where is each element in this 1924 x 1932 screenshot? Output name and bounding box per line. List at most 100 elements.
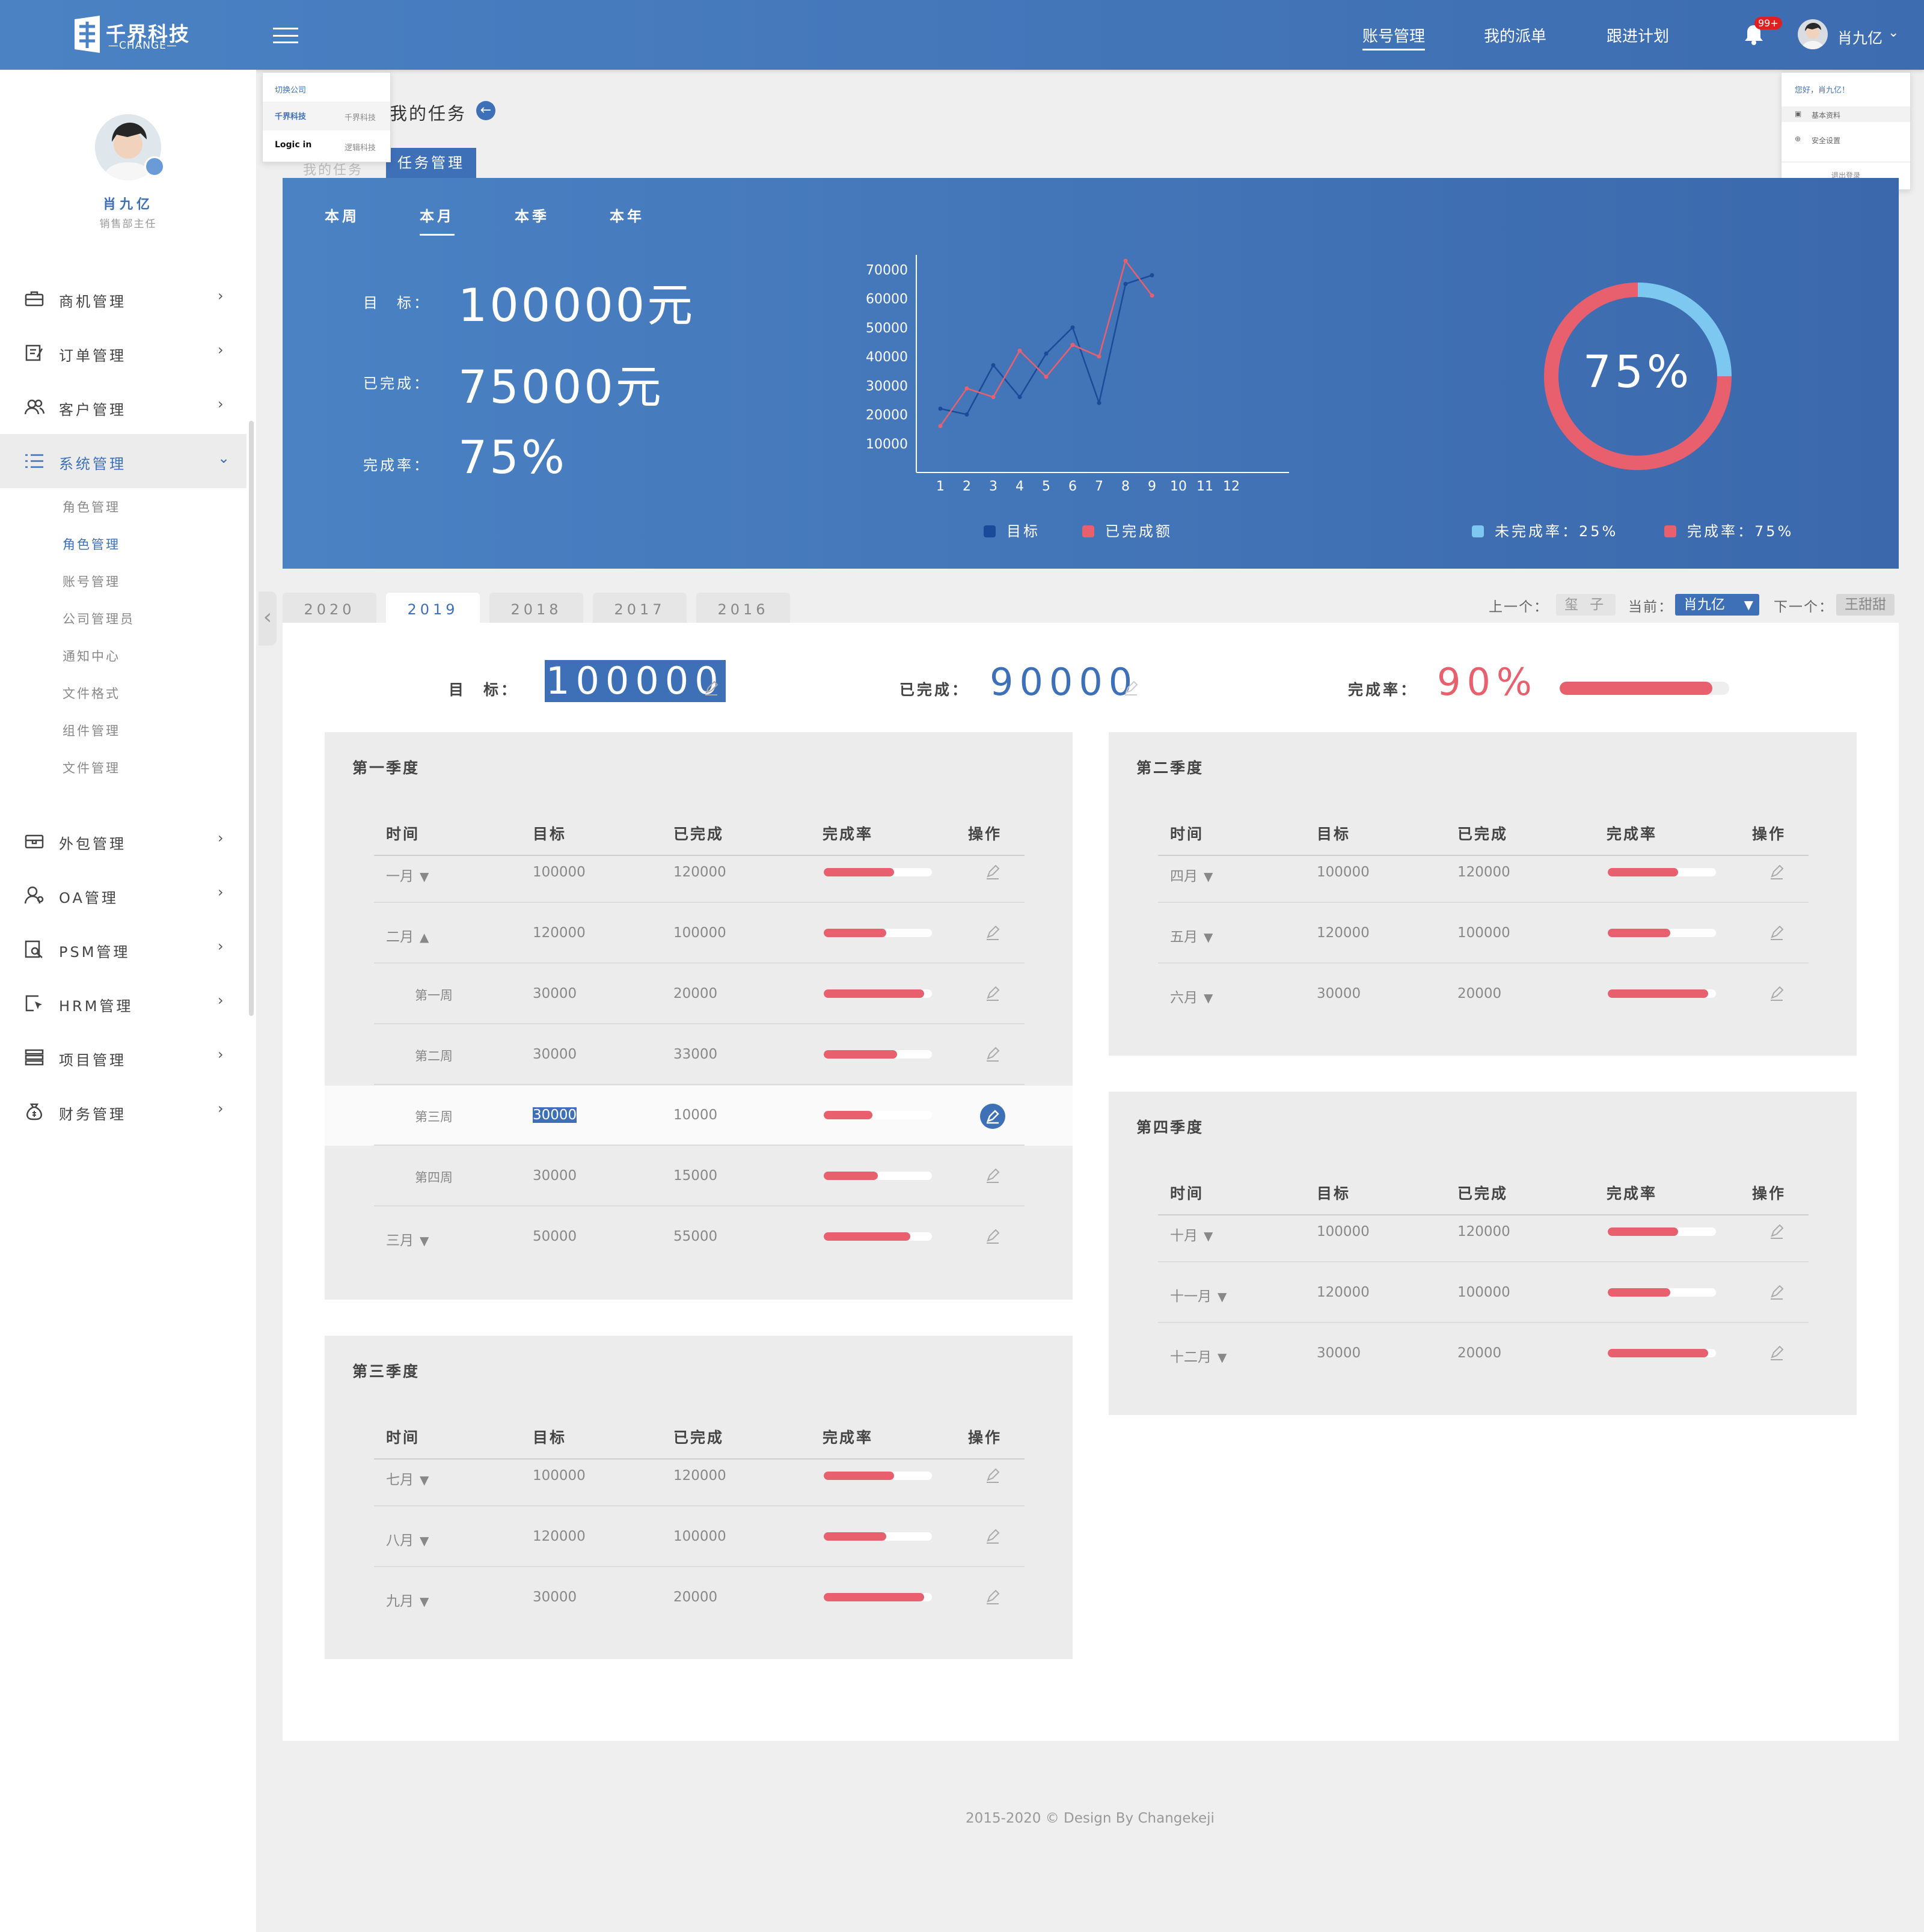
current-person-select[interactable]: 肖九亿 ▼ (1675, 594, 1759, 616)
nav-dispatch[interactable]: 我的派单 (1484, 28, 1547, 46)
table-row[interactable]: 第二周 30000 33000 (325, 1025, 1073, 1085)
expand-arrow-icon[interactable]: ▼ (1204, 869, 1213, 884)
table-row[interactable]: 七月 ▼ 100000 120000 (325, 1446, 1073, 1506)
edit-pencil-icon[interactable] (1769, 1224, 1785, 1240)
company-item[interactable]: 千界科技 千界科技 (263, 102, 390, 130)
period-tab-quarter[interactable]: 本季 (515, 208, 550, 225)
submenu-item[interactable]: 组件管理 (63, 724, 120, 738)
submenu-item[interactable]: 角色管理 (63, 500, 120, 515)
edit-pencil-icon[interactable] (985, 1468, 1000, 1484)
nav-account[interactable]: 账号管理 (1362, 24, 1426, 50)
expand-arrow-icon[interactable]: ▼ (420, 1533, 429, 1548)
table-row[interactable]: 三月 ▼ 50000 55000 (325, 1207, 1073, 1267)
tab-task-management[interactable]: 任务管理 (386, 148, 476, 178)
sidebar-item-system[interactable]: 系统管理 ⌄ (0, 434, 247, 488)
expand-arrow-icon[interactable]: ▼ (420, 869, 429, 884)
table-row[interactable]: 十二月 ▼ 30000 20000 (1109, 1324, 1857, 1384)
edit-pencil-icon[interactable] (985, 986, 1000, 1001)
submenu-item[interactable]: 文件管理 (63, 761, 120, 775)
next-person-button[interactable]: 王甜甜 (1836, 594, 1895, 616)
edit-pencil-icon[interactable] (985, 1229, 1000, 1244)
logout-button[interactable]: 退出登录 (1831, 171, 1860, 180)
table-row[interactable]: 十一月 ▼ 120000 100000 (1109, 1263, 1857, 1323)
cell-target[interactable]: 30000 (533, 1107, 577, 1123)
sidebar-item-finance[interactable]: 财务管理 › (0, 1084, 247, 1139)
edit-pencil-icon[interactable] (1769, 986, 1785, 1001)
table-row[interactable]: 四月 ▼ 100000 120000 (1109, 843, 1857, 903)
expand-arrow-icon[interactable]: ▼ (1204, 991, 1213, 1005)
table-row[interactable]: 六月 ▼ 30000 20000 (1109, 964, 1857, 1024)
edit-pencil-icon[interactable] (1769, 864, 1785, 880)
menu-security[interactable]: ⊕ 安全设置 (1782, 132, 1910, 147)
table-row[interactable]: 八月 ▼ 120000 100000 (325, 1507, 1073, 1567)
submenu-item[interactable]: 通知中心 (63, 649, 120, 664)
sidebar-item-projects[interactable]: 项目管理 › (0, 1030, 247, 1084)
back-arrow-icon[interactable]: ← (476, 101, 495, 120)
edit-pencil-icon[interactable] (985, 1529, 1000, 1544)
header-user-name[interactable]: 肖九亿 (1837, 29, 1883, 47)
edit-avatar-icon[interactable] (144, 156, 165, 177)
summary-target-input[interactable]: 100000 (545, 659, 726, 703)
period-tab-year[interactable]: 本年 (610, 208, 645, 225)
table-row[interactable]: 一月 ▼ 100000 120000 (325, 843, 1073, 903)
cursor-select-icon (25, 995, 42, 1012)
expand-arrow-icon[interactable]: ▼ (420, 1594, 429, 1609)
sidebar-item-hrm[interactable]: HRM管理 › (0, 976, 247, 1030)
edit-pencil-icon[interactable] (980, 1104, 1005, 1129)
table-row[interactable]: 十月 ▼ 100000 120000 (1109, 1202, 1857, 1262)
expand-arrow-icon[interactable]: ▼ (420, 1233, 429, 1248)
table-row[interactable]: 第三周 30000 10000 (325, 1086, 1073, 1146)
tab-my-tasks[interactable]: 我的任务 (302, 163, 363, 178)
sidebar-item-orders[interactable]: 订单管理 › (0, 326, 247, 380)
table-row[interactable]: 二月 ▲ 120000 100000 (325, 903, 1073, 964)
sidebar-item-customers[interactable]: 客户管理 › (0, 380, 247, 434)
year-tab-2017[interactable]: 2017 (593, 593, 687, 623)
collapse-arrow-icon[interactable]: ▲ (420, 930, 429, 944)
edit-pencil-icon[interactable] (985, 1589, 1000, 1605)
submenu-item[interactable]: 公司管理员 (63, 612, 135, 626)
edit-pencil-icon[interactable] (985, 1047, 1000, 1062)
expand-arrow-icon[interactable]: ▼ (1204, 930, 1213, 944)
expand-arrow-icon[interactable]: ▼ (1204, 1229, 1213, 1243)
period-tab-month[interactable]: 本月 (420, 204, 455, 236)
year-tab-2018[interactable]: 2018 (489, 593, 583, 623)
edit-pencil-icon[interactable] (985, 864, 1000, 880)
cell-time: 四月 ▼ (1170, 864, 1213, 885)
edit-pencil-icon[interactable] (985, 925, 1000, 941)
expand-arrow-icon[interactable]: ▼ (1218, 1350, 1227, 1365)
period-tab-week[interactable]: 本周 (325, 208, 360, 225)
table-row[interactable]: 第四周 30000 15000 (325, 1146, 1073, 1206)
sidebar-item-outsourcing[interactable]: 外包管理 › (0, 814, 247, 868)
submenu-item[interactable]: 账号管理 (63, 575, 120, 589)
sidebar-item-psm[interactable]: PSM管理 › (0, 922, 247, 976)
chevron-down-icon[interactable]: ⌄ (1888, 25, 1899, 40)
header-avatar[interactable] (1798, 19, 1828, 49)
pencil-icon[interactable] (703, 680, 719, 696)
edit-pencil-icon[interactable] (1769, 1285, 1785, 1300)
table-row[interactable]: 第一周 30000 20000 (325, 964, 1073, 1024)
table-row[interactable]: 五月 ▼ 120000 100000 (1109, 903, 1857, 964)
menu-toggle-icon[interactable] (273, 28, 298, 43)
submenu-item-active[interactable]: 角色管理 (63, 537, 120, 552)
edit-pencil-icon[interactable] (985, 1168, 1000, 1184)
sidebar-scrollbar[interactable] (249, 421, 254, 1016)
collapse-sidebar-button[interactable]: ‹ (259, 592, 277, 646)
cell-time: 九月 ▼ (386, 1589, 429, 1610)
menu-basic-info[interactable]: ▣ 基本资料 (1782, 106, 1910, 122)
expand-arrow-icon[interactable]: ▼ (420, 1473, 429, 1487)
prev-person-button[interactable]: 玺 子 (1556, 594, 1616, 616)
expand-arrow-icon[interactable]: ▼ (1218, 1289, 1227, 1304)
nav-followup[interactable]: 跟进计划 (1607, 28, 1670, 46)
edit-pencil-icon[interactable] (1769, 1345, 1785, 1361)
submenu-item[interactable]: 文件格式 (63, 686, 120, 701)
year-tab-2020[interactable]: 2020 (283, 593, 376, 623)
table-row[interactable]: 九月 ▼ 30000 20000 (325, 1568, 1073, 1628)
sidebar-item-business[interactable]: 商机管理 › (0, 272, 247, 326)
year-tab-2016[interactable]: 2016 (696, 593, 790, 623)
rate-bar (824, 1111, 932, 1119)
year-tab-2019[interactable]: 2019 (386, 593, 480, 623)
pencil-icon[interactable] (1123, 680, 1139, 696)
edit-pencil-icon[interactable] (1769, 925, 1785, 941)
sidebar-item-oa[interactable]: OA管理 › (0, 868, 247, 922)
company-item[interactable]: Logic in 逻辑科技 (263, 132, 390, 160)
